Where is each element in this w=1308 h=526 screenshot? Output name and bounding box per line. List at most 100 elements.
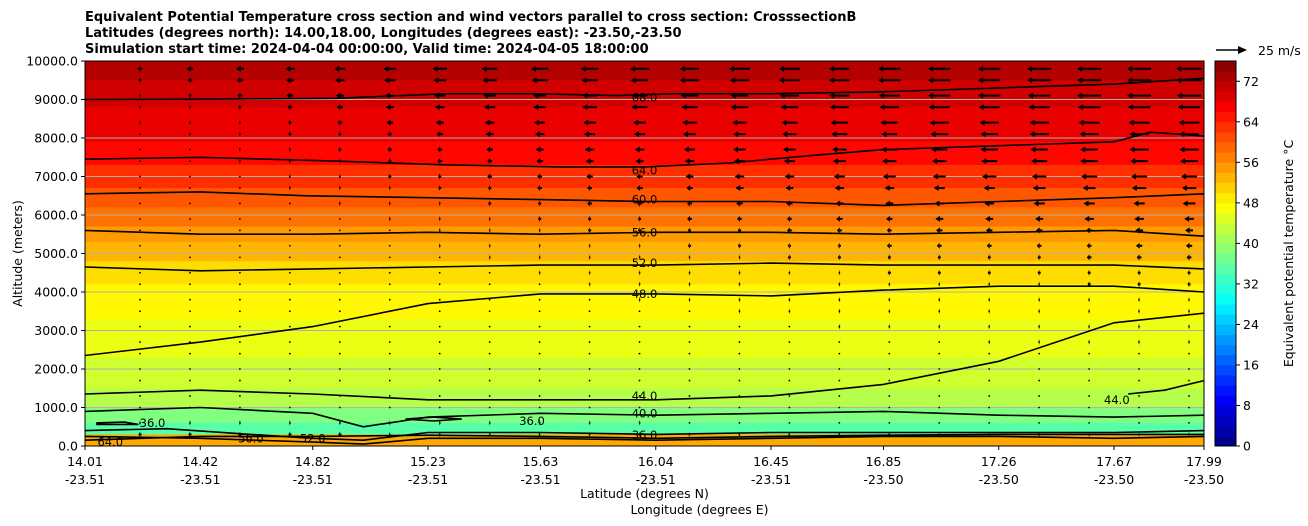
wind-vector: [538, 395, 541, 397]
wind-vector: [289, 158, 291, 165]
wind-vector-head: [838, 269, 840, 276]
wind-vector: [1038, 352, 1041, 355]
wind-vector-head: [137, 65, 141, 72]
wind-vector: [239, 271, 241, 274]
wind-vector-head: [887, 254, 890, 261]
wind-vector-head: [1032, 185, 1038, 192]
contour-label: 64.0: [632, 164, 658, 178]
x-tick-label-latitude: 16.85: [866, 454, 902, 469]
wind-vector: [139, 187, 141, 189]
wind-vector-head: [988, 339, 990, 346]
wind-vector: [338, 431, 342, 438]
wind-vector-head: [786, 200, 791, 207]
wind-vector-head: [633, 119, 639, 126]
wind-vector: [139, 175, 141, 178]
wind-vector: [338, 229, 341, 232]
wind-vector-head: [1131, 185, 1137, 192]
wind-vector: [1179, 146, 1199, 153]
colorbar-segment: [1215, 101, 1236, 113]
wind-vector: [139, 256, 141, 259]
isoline-40: [96, 421, 139, 426]
wind-vector: [239, 119, 241, 126]
wind-vector: [583, 131, 596, 138]
wind-vector: [630, 77, 649, 84]
wind-vector: [288, 352, 291, 355]
colorbar-segment: [1215, 111, 1236, 123]
colorbar-segment: [1215, 304, 1236, 315]
wind-vector-head: [838, 308, 840, 315]
wind-vector-head: [387, 131, 391, 138]
wind-vector: [338, 406, 341, 409]
wind-vector: [538, 406, 541, 409]
wind-vector-head: [438, 227, 440, 234]
wind-vector-head: [739, 431, 741, 438]
wind-vector: [830, 119, 849, 126]
wind-vector-head: [981, 173, 987, 180]
wind-vector-head: [438, 242, 440, 249]
wind-vector-head: [938, 308, 940, 315]
wind-vector: [729, 65, 750, 72]
x-axis-label-longitude: Longitude (degrees E): [630, 502, 768, 517]
wind-vector: [888, 296, 891, 303]
wind-vector: [631, 104, 648, 111]
wind-vector: [729, 77, 750, 84]
wind-vector-head: [1037, 254, 1040, 261]
wind-vector-head: [1080, 146, 1086, 153]
wind-vector: [588, 325, 591, 328]
colorbar-segment: [1215, 172, 1236, 183]
y-tick-label: 4000.0: [34, 285, 78, 300]
wind-vector: [582, 92, 597, 99]
wind-vector: [977, 65, 1001, 72]
contour-label: 52.0: [632, 256, 658, 270]
wind-vector: [189, 379, 191, 382]
wind-vector: [1137, 281, 1141, 288]
wind-vector: [436, 131, 443, 138]
y-tick-label: 0.0: [58, 439, 78, 454]
wind-vector: [984, 200, 994, 207]
wind-vector: [485, 131, 494, 138]
wind-vector-head: [339, 200, 340, 207]
contour-label: 48.0: [632, 287, 658, 301]
colorbar-segment: [1215, 395, 1236, 406]
wind-vector-head: [338, 431, 341, 438]
wind-vector: [1137, 269, 1141, 276]
wind-vector: [580, 65, 599, 72]
wind-vector-head: [584, 146, 590, 153]
wind-vector-head: [1182, 200, 1188, 207]
wind-vector-head: [781, 119, 787, 126]
wind-vector: [778, 77, 800, 84]
wind-vector: [1181, 185, 1197, 192]
wind-vector-head: [733, 146, 739, 153]
wind-vector-head: [1181, 173, 1186, 180]
wind-vector-head: [688, 296, 690, 303]
wind-vector-head: [832, 158, 838, 165]
wind-vector: [788, 296, 791, 303]
wind-vector-head: [384, 77, 390, 84]
wind-vector-head: [438, 215, 440, 222]
colorbar-segment: [1215, 415, 1236, 427]
contour-label: 36.0: [519, 414, 545, 428]
wind-vector: [238, 431, 242, 438]
wind-vector: [587, 227, 592, 234]
wind-vector: [189, 104, 191, 111]
x-tick-label-longitude: -23.51: [408, 472, 448, 487]
wind-vector: [688, 269, 691, 276]
wind-vector: [886, 242, 892, 249]
wind-vector: [588, 379, 591, 382]
wind-vector: [288, 379, 291, 382]
wind-vector-head: [1033, 200, 1039, 207]
wind-vector: [189, 368, 191, 370]
wind-vector: [683, 131, 696, 138]
wind-vector: [139, 148, 141, 151]
wind-vector: [685, 173, 694, 180]
wind-vector: [938, 406, 941, 409]
wind-vector-head: [1138, 431, 1140, 438]
wind-vector-head: [483, 92, 489, 99]
wind-vector: [335, 77, 345, 84]
wind-vector-head: [987, 269, 990, 276]
wind-vector: [838, 368, 841, 370]
wind-vector-head: [786, 227, 790, 234]
wind-vector: [288, 271, 291, 274]
field-band: [85, 261, 1204, 285]
wind-vector: [288, 325, 291, 328]
